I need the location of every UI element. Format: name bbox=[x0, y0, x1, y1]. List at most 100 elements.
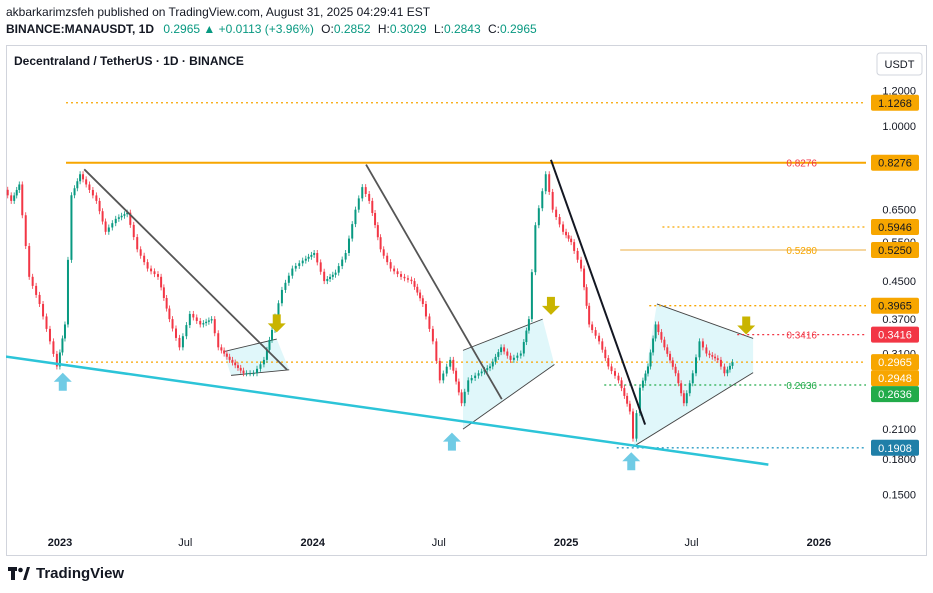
candle-body bbox=[416, 286, 419, 293]
candle-body bbox=[494, 356, 497, 362]
candle-body bbox=[585, 287, 588, 306]
price-axis-label-box bbox=[871, 386, 919, 403]
candle-body bbox=[419, 292, 422, 299]
candle-body bbox=[351, 224, 354, 239]
price-axis-label-box bbox=[871, 242, 919, 259]
arrow-up-icon bbox=[622, 452, 641, 471]
candle-body bbox=[460, 392, 463, 404]
candle-body bbox=[136, 237, 139, 250]
chart-title: Decentraland / TetherUS · 1D · BINANCE bbox=[14, 54, 244, 68]
candle-body bbox=[70, 195, 73, 260]
candle-body bbox=[570, 238, 573, 243]
tradingview-logo-icon bbox=[8, 566, 30, 580]
candle-body bbox=[331, 274, 334, 277]
candle-body bbox=[449, 359, 452, 367]
candle-body bbox=[457, 381, 460, 393]
arrow-down-icon bbox=[267, 314, 286, 333]
candle-body bbox=[379, 237, 382, 250]
level-line-text: 0.8276 bbox=[786, 159, 817, 170]
wedge-pattern-fill bbox=[463, 319, 555, 430]
candle-body bbox=[76, 181, 79, 189]
candle-body bbox=[525, 330, 528, 343]
candle-body bbox=[516, 355, 519, 358]
candle-body bbox=[91, 189, 94, 196]
candle-body bbox=[205, 321, 208, 324]
candle-body bbox=[406, 278, 409, 280]
price-axis-label: 0.8276 bbox=[878, 158, 912, 170]
candle-body bbox=[15, 189, 18, 196]
candle-body bbox=[284, 282, 287, 290]
y-tick-label: 0.6500 bbox=[882, 205, 916, 217]
candle-body bbox=[594, 330, 597, 336]
candle-body bbox=[231, 359, 234, 363]
candle-body bbox=[334, 272, 337, 275]
high-label: H: bbox=[377, 22, 390, 36]
candle-body bbox=[424, 303, 427, 317]
candle-body bbox=[262, 359, 265, 365]
candle-body bbox=[252, 373, 255, 375]
candle-body bbox=[156, 274, 159, 277]
up-triangle-icon: ▲ bbox=[203, 22, 216, 36]
candle-body bbox=[698, 341, 701, 358]
currency-label: USDT bbox=[885, 59, 915, 71]
candle-body bbox=[287, 275, 290, 283]
candle-body bbox=[666, 347, 669, 354]
last-price: 0.2965 bbox=[163, 22, 201, 36]
candle-body bbox=[500, 347, 503, 353]
candle-body bbox=[413, 281, 416, 287]
candle-body bbox=[376, 225, 379, 238]
candle-body bbox=[680, 383, 683, 394]
candle-body bbox=[509, 355, 512, 360]
candle-body bbox=[213, 319, 216, 334]
price-axis-label: 0.5946 bbox=[878, 222, 912, 234]
candle-body bbox=[708, 353, 711, 356]
candle-body bbox=[530, 272, 533, 320]
candle-body bbox=[174, 328, 177, 338]
currency-button[interactable] bbox=[876, 52, 923, 76]
candle-body bbox=[638, 387, 641, 414]
candle-body bbox=[731, 362, 734, 366]
candle-body bbox=[470, 377, 473, 381]
candle-body bbox=[691, 373, 694, 384]
candle-body bbox=[337, 266, 340, 273]
candle-body bbox=[52, 341, 55, 354]
candle-body bbox=[671, 360, 674, 367]
candle-body bbox=[646, 366, 649, 374]
candle-body bbox=[677, 373, 680, 384]
candle-body bbox=[347, 238, 350, 254]
candle-body bbox=[107, 227, 110, 232]
candle-body bbox=[491, 361, 494, 367]
candle-body bbox=[382, 249, 385, 256]
candle-body bbox=[654, 324, 657, 339]
candle-body bbox=[323, 271, 326, 282]
candle-body bbox=[480, 371, 483, 374]
candle-body bbox=[341, 259, 344, 267]
candle-body bbox=[613, 371, 616, 376]
candle-body bbox=[438, 360, 441, 381]
candle-body bbox=[682, 393, 685, 404]
candle-body bbox=[685, 393, 688, 404]
x-tick-label: 2026 bbox=[807, 537, 831, 549]
candle-body bbox=[431, 328, 434, 342]
close-label: C: bbox=[488, 22, 500, 36]
candle-body bbox=[474, 375, 477, 378]
candle-body bbox=[467, 380, 470, 392]
y-tick-label: 0.2100 bbox=[882, 424, 916, 436]
candle-body bbox=[249, 373, 252, 375]
high-value: 0.3029 bbox=[389, 22, 427, 36]
candle-body bbox=[45, 316, 48, 329]
candle-body bbox=[192, 313, 195, 318]
arrow-down-icon bbox=[541, 296, 560, 315]
candle-body bbox=[631, 411, 634, 439]
candle-body bbox=[178, 337, 181, 348]
candle-body bbox=[143, 255, 146, 263]
candle-body bbox=[114, 218, 117, 224]
level-line-text: 0.5280 bbox=[786, 246, 817, 257]
candle-body bbox=[580, 259, 583, 269]
candle-body bbox=[310, 254, 313, 257]
candle-body bbox=[442, 373, 445, 381]
x-tick-label: Jul bbox=[432, 537, 446, 549]
price-axis-label-box bbox=[871, 326, 919, 343]
price-chart[interactable]: Decentraland / TetherUS · 1D · BINANCE US… bbox=[6, 45, 927, 556]
candle-body bbox=[225, 353, 228, 357]
